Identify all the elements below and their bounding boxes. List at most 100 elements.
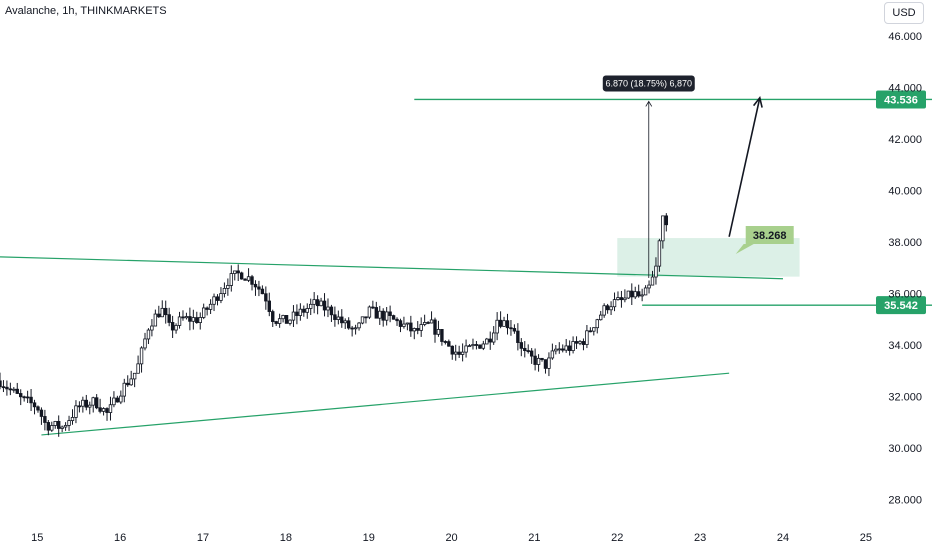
candle	[578, 340, 582, 346]
candle-body	[36, 406, 40, 411]
candle	[132, 372, 137, 388]
candle	[170, 315, 175, 338]
level-badge-label-1: 35.542	[884, 300, 918, 312]
candle	[129, 370, 133, 386]
candle-body	[164, 307, 168, 316]
candle	[274, 320, 278, 326]
candle	[105, 407, 109, 421]
candle-body	[574, 341, 579, 344]
candle	[374, 301, 379, 319]
candle-body	[536, 357, 541, 365]
candle	[585, 324, 589, 349]
candle-body	[15, 388, 19, 394]
candle	[32, 399, 37, 415]
candle-body	[108, 404, 113, 413]
candle	[395, 317, 399, 326]
candle	[143, 332, 147, 351]
candle	[112, 391, 116, 408]
level-badge-0	[876, 90, 926, 109]
candle-body	[205, 307, 209, 310]
candle-body	[302, 308, 306, 313]
candle-body	[101, 408, 106, 412]
candle-body	[460, 351, 465, 355]
candle-body	[122, 382, 126, 397]
candle	[243, 278, 247, 281]
candle-body	[429, 319, 434, 324]
candle	[108, 396, 113, 421]
currency-button[interactable]: USD	[884, 2, 924, 24]
candle	[485, 337, 489, 345]
candle-body	[336, 316, 341, 320]
candle	[25, 390, 30, 404]
candle-body	[105, 408, 109, 413]
candle-body	[353, 327, 358, 330]
candle	[647, 280, 651, 294]
x-tick-label: 22	[611, 532, 623, 544]
candle-body	[94, 397, 99, 409]
candle	[416, 321, 420, 335]
candle	[208, 299, 213, 315]
candle	[564, 338, 568, 353]
candle	[467, 344, 472, 348]
candle	[333, 306, 337, 327]
y-tick-label: 28.000	[888, 494, 922, 506]
candle-body	[509, 327, 513, 330]
candle	[609, 301, 613, 315]
candle	[650, 270, 655, 286]
candle	[460, 343, 465, 362]
candle	[0, 372, 2, 390]
candle	[505, 313, 510, 335]
candle	[367, 305, 372, 320]
candle-body	[340, 316, 344, 324]
candle	[271, 309, 275, 327]
candle	[384, 306, 389, 326]
y-tick-label: 42.000	[888, 134, 922, 146]
candle-body	[98, 407, 102, 412]
candle-body	[81, 399, 85, 407]
candle	[498, 311, 503, 329]
candle-body	[298, 308, 303, 316]
candle	[540, 357, 544, 362]
candle-body	[315, 299, 320, 307]
candle-body	[126, 382, 130, 386]
candle	[322, 293, 327, 317]
candle	[91, 396, 95, 413]
candle-body	[505, 320, 510, 329]
candle-body	[74, 405, 78, 418]
candle-body	[474, 344, 479, 346]
candle-body	[12, 388, 16, 391]
candle-body	[312, 299, 316, 305]
target-zone	[617, 238, 800, 277]
candle-body	[464, 345, 468, 353]
candle	[654, 257, 658, 285]
candle-body	[419, 324, 423, 331]
candle-body	[605, 305, 610, 311]
candle-body	[398, 320, 403, 327]
candle	[160, 300, 164, 318]
candle-body	[481, 343, 486, 349]
candle-body	[485, 338, 489, 345]
candle-body	[212, 296, 216, 305]
candle-body	[198, 317, 202, 323]
candle-body	[595, 319, 599, 329]
candle-body	[77, 405, 82, 408]
candle	[526, 344, 530, 354]
candle	[298, 303, 303, 321]
candle	[388, 305, 392, 323]
candle	[346, 317, 351, 330]
candle	[357, 321, 361, 331]
candle-body	[592, 327, 596, 332]
candle-body	[454, 351, 458, 355]
candle	[474, 340, 479, 350]
candle	[402, 316, 406, 329]
candle	[84, 394, 89, 411]
candle-body	[284, 315, 289, 324]
candle-body	[643, 287, 648, 296]
candle	[405, 322, 410, 331]
candle	[605, 303, 610, 314]
zone-rect	[617, 238, 800, 277]
candle-body	[654, 265, 658, 278]
candle	[488, 331, 492, 350]
candle-body	[264, 293, 268, 302]
